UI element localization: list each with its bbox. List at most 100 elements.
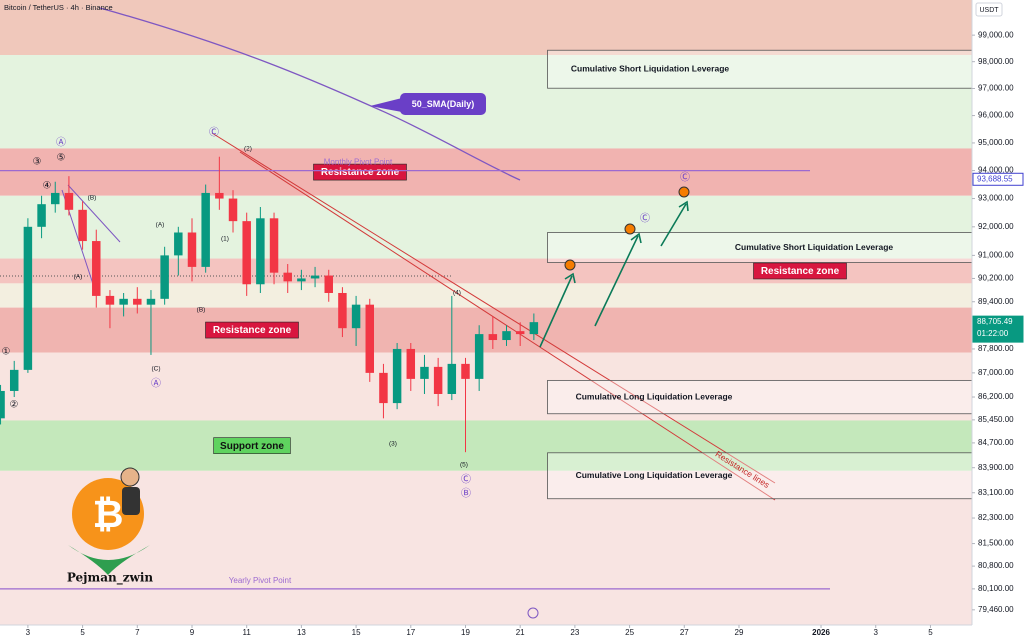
candle-body: [392, 348, 402, 404]
target-marker: [624, 223, 636, 235]
boxes: Cumulative Short Liquidation Leverage Cum…: [547, 49, 973, 500]
candle-body: [297, 278, 306, 282]
candle-body: [515, 331, 525, 335]
target-marker: [678, 186, 690, 198]
candle-body: [201, 192, 210, 267]
candle-body: [338, 292, 347, 329]
candle-body: [78, 209, 87, 242]
candle-body: [119, 298, 128, 305]
x-tick-label: 11: [243, 628, 252, 637]
liquidation-box: [547, 232, 973, 263]
logo-swoosh: [68, 545, 150, 575]
x-tick-label: 21: [516, 628, 525, 637]
zone-label: Resistance zone: [213, 325, 292, 336]
candle-body: [310, 275, 320, 279]
avatar-head: [120, 467, 140, 487]
candle-body: [174, 232, 183, 256]
zone-label: Resistance zone: [321, 167, 400, 178]
y-tick-label: 83,100.00: [978, 488, 1014, 497]
wave-label: (A): [156, 222, 165, 229]
logo: ₿ Pejman_zwin: [67, 467, 153, 586]
candle-body: [37, 204, 46, 227]
liquidation-box: [547, 379, 973, 415]
candles: [0, 156, 539, 453]
candle-body: [228, 198, 238, 222]
wave-label: (B): [197, 307, 206, 314]
x-tick-label: 23: [570, 628, 579, 637]
zone-label-box: [753, 262, 847, 280]
wave-label: ④: [43, 181, 52, 192]
x-tick-label: 13: [297, 628, 306, 637]
zone-label-box: [313, 163, 407, 181]
candle-body: [105, 295, 115, 305]
wave-label: (1): [221, 236, 229, 243]
candle-body: [529, 322, 539, 335]
arrow: [594, 235, 639, 327]
unit-box: [975, 2, 1003, 17]
logo-symbol: ₿: [93, 494, 124, 536]
wave-label: Ⓒ: [209, 127, 219, 139]
x-tick-label: 3: [26, 628, 31, 637]
event-icon: [527, 607, 539, 619]
x-tick-label: 2026: [812, 628, 830, 637]
liquidation-label: Cumulative Short Liquidation Leverage: [735, 242, 893, 252]
candle-body: [488, 334, 498, 341]
candle-body: [420, 366, 429, 379]
targets: [564, 186, 690, 271]
countdown: 01:22:00: [977, 329, 1009, 338]
resistance-line: [211, 132, 776, 484]
price-label-box: [972, 172, 1024, 186]
x-tick-label: 5: [80, 628, 85, 637]
callout-pointer: [370, 98, 402, 112]
wave-label: ③: [33, 157, 42, 168]
y-tick-label: 89,400.00: [978, 297, 1014, 306]
time-axis: [0, 625, 972, 640]
zone: [0, 307, 972, 353]
wave-label: Ⓒ: [461, 474, 471, 486]
wave-label: ②: [10, 400, 19, 411]
candle-body: [351, 304, 361, 329]
y-tick-label: 92,000.00: [978, 222, 1014, 231]
zone-label-box: [213, 437, 291, 454]
x-tick-label: 17: [406, 628, 415, 637]
target-marker: [564, 259, 576, 271]
chart-title: Bitcoin / TetherUS · 4h · Binance: [4, 3, 113, 12]
wave-label: ①: [2, 347, 11, 358]
sma-callout: 50_SMA(Daily): [370, 93, 486, 115]
price-label-box: [972, 315, 1024, 343]
liquidation-label: Cumulative Long Liquidation Leverage: [576, 470, 733, 480]
zone-label: Resistance zone: [761, 266, 840, 277]
wave-labels: Ⓐ ⑤ ③ ④ ① ② (B) (A) (A) (B) (C) Ⓐ (1) (2) Ⓒ (3) (4) (5) Ⓒ Ⓑ…: [2, 127, 690, 500]
wave-label: (2): [244, 146, 252, 153]
wave-label: Ⓐ: [56, 137, 66, 149]
x-tick-label: 3: [874, 628, 879, 637]
pivot-label: Monthly Pivot Point: [324, 158, 393, 167]
x-tick-label: 27: [680, 628, 689, 637]
y-tick-label: 80,800.00: [978, 561, 1014, 570]
candle-body: [365, 304, 375, 373]
candle-body: [215, 192, 224, 199]
liquidation-label: Cumulative Long Liquidation Leverage: [576, 391, 733, 401]
y-tick-label: 83,900.00: [978, 463, 1014, 472]
y-tick-label: 81,500.00: [978, 539, 1014, 548]
zone: [0, 470, 972, 625]
liquidation-box: [547, 452, 973, 500]
candle-body: [474, 334, 484, 379]
candle-body: [379, 372, 388, 404]
x-tick-label: 19: [461, 628, 470, 637]
y-tick-label: 98,000.00: [978, 57, 1014, 66]
arrow-head: [564, 272, 576, 284]
y-unit: USDT: [979, 7, 999, 14]
arrow-head: [630, 232, 642, 244]
y-tick-label: 95,000.00: [978, 138, 1014, 147]
x-tick-label: 29: [735, 628, 744, 637]
y-tick-label: 94,000.00: [978, 166, 1014, 175]
arrow: [660, 203, 687, 247]
candle-body: [461, 363, 470, 379]
price-label: 93,688.55: [977, 174, 1013, 183]
candle-body: [64, 192, 74, 210]
candle-body: [502, 331, 511, 341]
candle-body: [269, 218, 279, 273]
